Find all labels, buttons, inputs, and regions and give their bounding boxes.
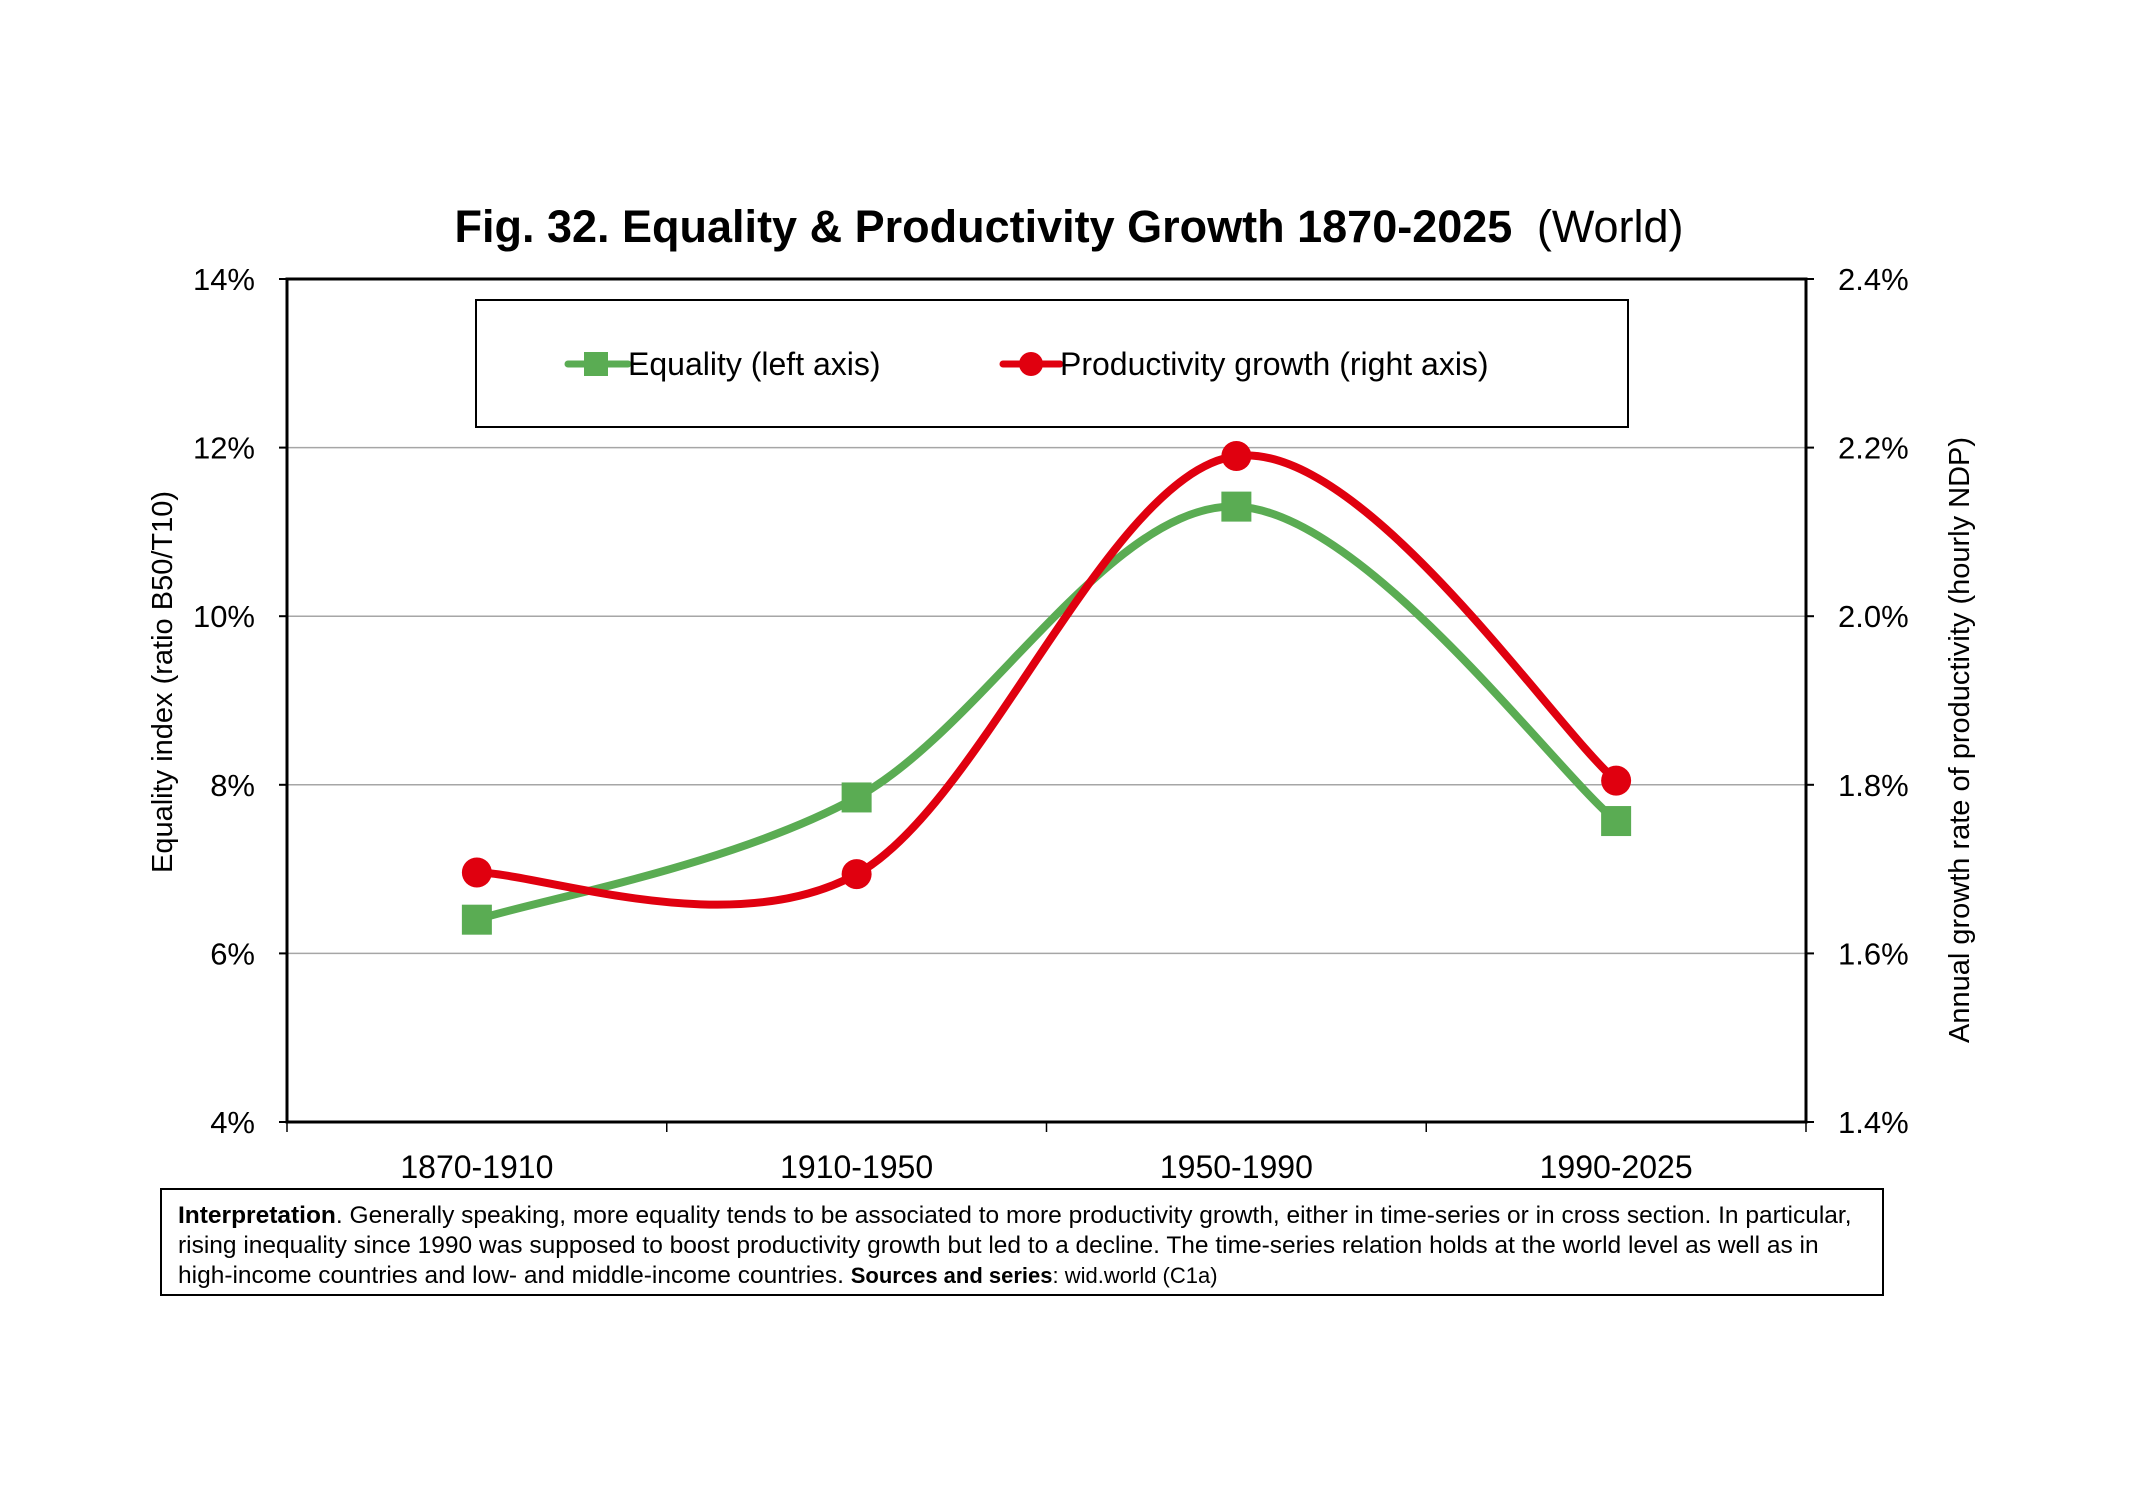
equality-point (1221, 491, 1252, 522)
chart-title-suffix: (World) (1537, 201, 1684, 252)
legend-productivity-marker (1019, 352, 1043, 376)
y-right-tick-label: 1.6% (1838, 936, 1909, 971)
x-tick-label: 1870-1910 (400, 1149, 553, 1185)
gridlines (287, 446, 1806, 955)
equality-point (1601, 806, 1632, 837)
productivity-line (472, 451, 1621, 909)
sources-label: Sources and series (850, 1263, 1053, 1288)
axes: 4% 1.4% 6% 1.6% 8% 1.8% 10% 2.0% 12% 2.2% 14% 2.4% 1… (193, 262, 1909, 1185)
y-left-tick-label: 8% (210, 768, 255, 803)
interpretation-text: . Generally speaking, more equality tend… (178, 1202, 1852, 1289)
interpretation-label: Interpretation (178, 1202, 336, 1229)
legend-equality-marker (584, 352, 608, 376)
productivity-point (1601, 765, 1632, 796)
series-layer (461, 441, 1632, 935)
x-tick-label: 1910-1950 (780, 1149, 933, 1185)
y-left-tick-label: 10% (193, 599, 255, 634)
legend: Equality (left axis) Productivity growth… (475, 299, 1629, 428)
productivity-point (1221, 441, 1252, 472)
y-left-tick-label: 6% (210, 936, 255, 971)
productivity-point (841, 859, 872, 890)
y-right-tick-label: 1.4% (1838, 1105, 1909, 1140)
x-tick-label: 1950-1990 (1160, 1149, 1313, 1185)
y-right-tick-label: 2.2% (1838, 431, 1909, 466)
equality-line (472, 502, 1621, 924)
y-left-tick-label: 4% (210, 1105, 255, 1140)
legend-productivity-label: Productivity growth (right axis) (1060, 346, 1489, 382)
y-axis-left-label: Equality index (ratio B50/T10) (147, 491, 179, 873)
chart-title-main: Fig. 32. Equality & Productivity Growth … (455, 201, 1513, 252)
productivity-point (461, 857, 492, 888)
equality-point (841, 782, 872, 813)
y-left-tick-label: 14% (193, 262, 255, 297)
y-axis-right-label: Annual growth rate of productivity (hour… (1944, 437, 1976, 1043)
chart-title: Fig. 32. Equality & Productivity Growth … (455, 201, 1684, 252)
y-left-tick-label: 12% (193, 431, 255, 466)
legend-equality-label: Equality (left axis) (628, 346, 881, 382)
interpretation-note: Interpretation. Generally speaking, more… (160, 1188, 1884, 1296)
equality-point (461, 904, 492, 935)
y-right-tick-label: 1.8% (1838, 768, 1909, 803)
sources-text: : wid.world (C1a) (1052, 1263, 1218, 1288)
x-tick-label: 1990-2025 (1540, 1149, 1693, 1185)
y-right-tick-label: 2.0% (1838, 599, 1909, 634)
y-right-tick-label: 2.4% (1838, 262, 1909, 297)
